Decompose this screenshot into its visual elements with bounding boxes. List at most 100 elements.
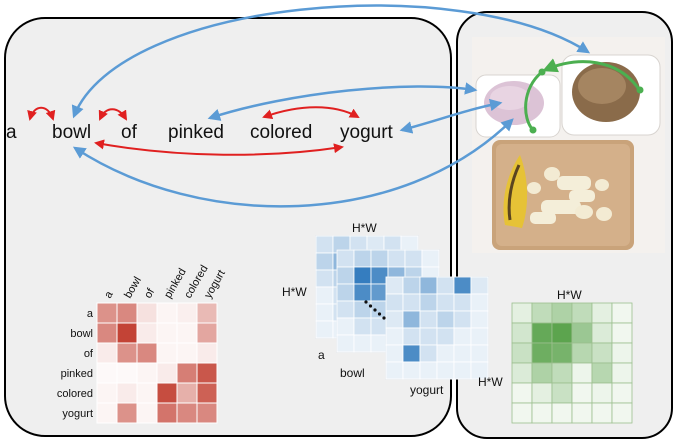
heatmap-cell <box>96 382 118 404</box>
heatmap-row-label: bowl <box>70 328 93 340</box>
word-map-cell <box>370 334 389 353</box>
image-map-top-size-label: H*W <box>557 288 582 302</box>
image-map-cell <box>611 342 633 364</box>
heatmap-cell <box>136 302 158 324</box>
image-map-cell <box>611 362 633 384</box>
word-map-cell <box>436 327 455 346</box>
ellipsis-dot <box>364 300 368 304</box>
image-map-cell <box>591 322 613 344</box>
word-yogurt: yogurt <box>340 122 394 143</box>
image-map-cell <box>531 402 553 424</box>
word-map-cell <box>353 334 372 353</box>
heatmap-cell <box>116 302 138 324</box>
word-map-cell <box>353 283 372 302</box>
heatmap-cell <box>196 382 218 404</box>
word-map-label-a: a <box>318 348 325 362</box>
heatmap-cell <box>136 322 158 344</box>
image-map-cell <box>591 362 613 384</box>
heatmap-cell <box>196 322 218 344</box>
word-map-cell <box>421 249 440 268</box>
image-map-cell <box>611 402 633 424</box>
text-attention-heatmap <box>96 302 218 424</box>
word-map-cell <box>453 327 472 346</box>
heatmap-cell <box>156 322 178 344</box>
image-map-cell <box>591 342 613 364</box>
word-map-cell <box>453 310 472 329</box>
image-map-cell <box>551 402 573 424</box>
image-map-cell <box>551 322 573 344</box>
image-map-cell <box>571 402 593 424</box>
heatmap-cell <box>156 362 178 384</box>
heatmap-row-label: colored <box>57 388 93 400</box>
heatmap-cell <box>156 342 178 364</box>
word-map-cell <box>336 249 355 268</box>
image-map-cell <box>551 342 573 364</box>
image-map-cell <box>551 302 573 324</box>
word-map-cell <box>315 269 334 288</box>
image-map-cell <box>571 362 593 384</box>
image-map-cell <box>531 382 553 404</box>
word-map-cell <box>370 249 389 268</box>
heatmap-row-labels: a bowl of pinked colored yogurt <box>57 308 94 420</box>
word-map-cell <box>336 334 355 353</box>
heatmap-cell <box>96 302 118 324</box>
word-bowl: bowl <box>52 122 91 143</box>
word-map-cell <box>370 283 389 302</box>
word-map-cell <box>385 327 404 346</box>
ellipsis-dot <box>368 304 373 308</box>
heatmap-cell <box>96 342 118 364</box>
heatmap-cell <box>116 402 138 424</box>
heatmap-cell <box>136 342 158 364</box>
image-map-cell <box>511 322 533 344</box>
word-map-cell <box>336 266 355 285</box>
image-map-cell <box>611 302 633 324</box>
image-map-cell <box>591 402 613 424</box>
food-photo <box>472 37 665 253</box>
word-map-cell <box>436 361 455 380</box>
image-map-cell <box>511 382 533 404</box>
word-map-cell <box>404 249 423 268</box>
word-map-cell <box>453 293 472 312</box>
word-map-cell <box>385 344 404 363</box>
heatmap-cell <box>136 402 158 424</box>
word-map-cell <box>436 293 455 312</box>
word-map-cell <box>336 317 355 336</box>
heatmap-cell <box>196 302 218 324</box>
word-map-cell <box>370 266 389 285</box>
image-map-cell <box>591 302 613 324</box>
word-map-cell <box>470 310 489 329</box>
arrow-pinked-image <box>207 82 478 121</box>
word-map-cell <box>387 249 406 268</box>
word-map-cell <box>470 276 489 295</box>
word-map-cell <box>315 235 334 254</box>
image-attention-arrows <box>524 58 644 134</box>
ellipsis-dot <box>377 312 382 316</box>
word-map-cell <box>370 317 389 336</box>
heatmap-cell <box>176 322 198 344</box>
image-map-cell <box>611 322 633 344</box>
image-map-cell <box>531 302 553 324</box>
heatmap-row-label: a <box>87 308 94 320</box>
heatmap-cell <box>156 402 178 424</box>
word-map-cell <box>336 283 355 302</box>
image-map-cell <box>571 342 593 364</box>
heatmap-cell <box>116 342 138 364</box>
word-colored: colored <box>250 122 312 143</box>
heatmap-cell <box>116 322 138 344</box>
heatmap-cell <box>136 362 158 384</box>
word-map-cell <box>436 276 455 295</box>
heatmap-row-label: yogurt <box>62 408 93 420</box>
word-map-cell <box>315 252 334 271</box>
word-of: of <box>121 122 138 143</box>
image-map-cell <box>511 402 533 424</box>
word-pinked: pinked <box>168 122 224 143</box>
word-map-cell <box>402 276 421 295</box>
image-map-cell <box>511 342 533 364</box>
word-map-cell <box>470 361 489 380</box>
heatmap-cell <box>156 382 178 404</box>
word-map-cell <box>419 344 438 363</box>
word-map-cell <box>385 293 404 312</box>
word-map-cell <box>353 300 372 319</box>
image-map-cell <box>571 322 593 344</box>
